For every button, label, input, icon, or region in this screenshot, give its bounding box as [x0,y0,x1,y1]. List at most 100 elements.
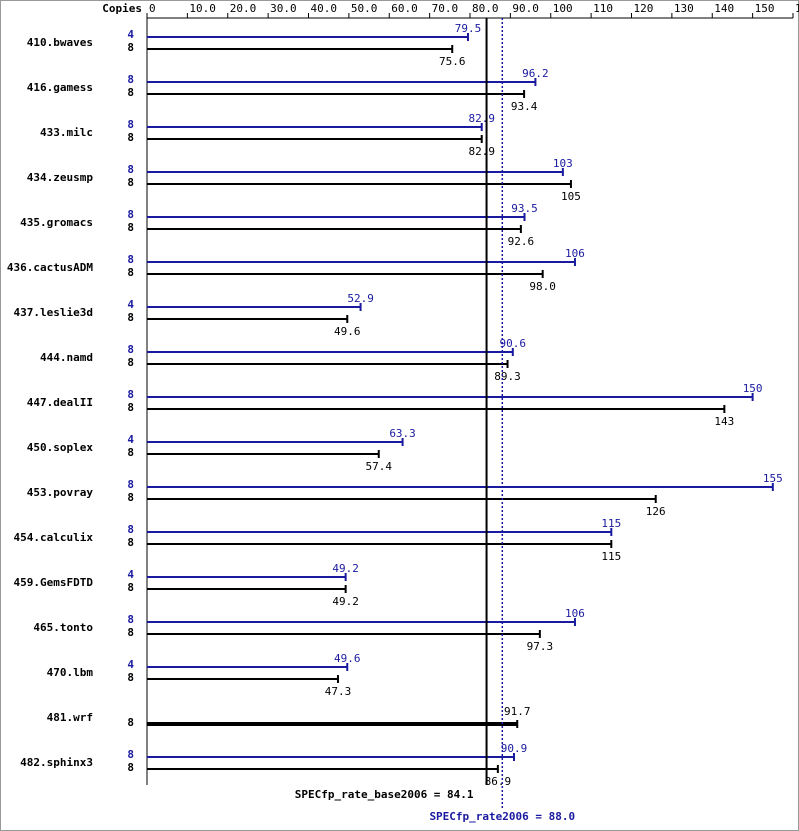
x-tick-label: 110 [593,2,613,15]
x-tick-label: 0 [149,2,156,15]
benchmark-label: 410.bwaves [27,36,93,49]
benchmark-label: 481.wrf [47,711,93,724]
benchmark-label: 416.gamess [27,81,93,94]
value-label: 91.7 [504,705,531,718]
copies-header: Copies [102,2,142,15]
benchmark-label: 459.GemsFDTD [14,576,94,589]
x-tick-label: 80.0 [472,2,499,15]
copies-label: 8 [127,613,134,626]
value-label: 49.2 [332,562,359,575]
copies-label: 8 [127,41,134,54]
copies-label: 8 [127,478,134,491]
value-label: 98.0 [529,280,556,293]
value-label: 105 [561,190,581,203]
copies-label: 4 [127,298,134,311]
copies-label: 8 [127,401,134,414]
x-tick-label: 60.0 [391,2,418,15]
reference-label: SPECfp_rate_base2006 = 84.1 [295,788,474,801]
value-label: 106 [565,247,585,260]
copies-label: 8 [127,716,134,729]
copies-label: 8 [127,446,134,459]
value-label: 93.5 [511,202,538,215]
value-label: 93.4 [511,100,538,113]
copies-label: 8 [127,176,134,189]
value-label: 86.9 [485,775,512,788]
x-tick-label: 100 [553,2,573,15]
x-tick-label: 160 [795,2,799,15]
x-tick-label: 120 [634,2,654,15]
value-label: 103 [553,157,573,170]
copies-label: 4 [127,568,134,581]
benchmark-label: 450.soplex [27,441,94,454]
value-label: 106 [565,607,585,620]
copies-label: 4 [127,28,134,41]
copies-label: 8 [127,208,134,221]
benchmark-label: 454.calculix [14,531,94,544]
value-label: 49.2 [332,595,359,608]
benchmark-label: 465.tonto [33,621,93,634]
benchmark-label: 444.namd [40,351,93,364]
benchmark-label: 436.cactusADM [7,261,93,274]
reference-label: SPECfp_rate2006 = 88.0 [429,810,575,823]
x-tick-label: 130 [674,2,694,15]
benchmark-label: 447.dealII [27,396,93,409]
value-label: 49.6 [334,325,361,338]
benchmark-label: 437.leslie3d [14,306,93,319]
value-label: 92.6 [508,235,535,248]
copies-label: 8 [127,118,134,131]
copies-label: 8 [127,626,134,639]
copies-label: 8 [127,221,134,234]
benchmark-label: 433.milc [40,126,93,139]
value-label: 47.3 [325,685,352,698]
copies-label: 4 [127,433,134,446]
x-tick-label: 30.0 [270,2,297,15]
x-tick-label: 70.0 [432,2,459,15]
benchmark-label: 453.povray [27,486,94,499]
copies-label: 8 [127,253,134,266]
value-label: 75.6 [439,55,466,68]
value-label: 89.3 [494,370,521,383]
value-label: 82.9 [468,112,495,125]
copies-label: 8 [127,73,134,86]
x-tick-label: 50.0 [351,2,378,15]
copies-label: 8 [127,491,134,504]
x-tick-label: 140 [714,2,734,15]
copies-label: 8 [127,311,134,324]
x-tick-label: 20.0 [230,2,257,15]
copies-label: 8 [127,343,134,356]
copies-label: 8 [127,748,134,761]
x-tick-label: 40.0 [311,2,338,15]
benchmark-label: 435.gromacs [20,216,93,229]
value-label: 155 [763,472,783,485]
copies-label: 8 [127,163,134,176]
copies-label: 8 [127,523,134,536]
value-label: 79.5 [455,22,482,35]
value-label: 49.6 [334,652,361,665]
copies-label: 8 [127,761,134,774]
x-tick-label: 10.0 [189,2,216,15]
copies-label: 4 [127,658,134,671]
value-label: 115 [601,550,621,563]
benchmark-label: 470.lbm [47,666,94,679]
value-label: 115 [601,517,621,530]
copies-label: 8 [127,131,134,144]
benchmark-label: 434.zeusmp [27,171,94,184]
value-label: 63.3 [389,427,416,440]
value-label: 82.9 [468,145,495,158]
x-tick-label: 150 [755,2,775,15]
copies-label: 8 [127,86,134,99]
value-label: 150 [743,382,763,395]
value-label: 57.4 [366,460,393,473]
value-label: 90.6 [500,337,527,350]
value-label: 126 [646,505,666,518]
copies-label: 8 [127,581,134,594]
x-tick-label: 90.0 [512,2,539,15]
value-label: 52.9 [347,292,374,305]
copies-label: 8 [127,266,134,279]
copies-label: 8 [127,671,134,684]
value-label: 143 [714,415,734,428]
copies-label: 8 [127,356,134,369]
benchmark-label: 482.sphinx3 [20,756,93,769]
